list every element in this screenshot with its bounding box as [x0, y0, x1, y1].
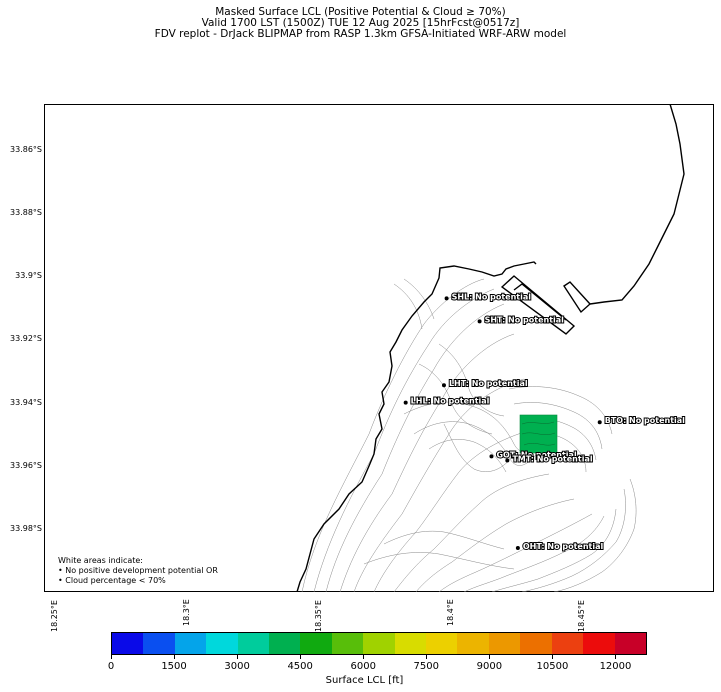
colorbar-segment [174, 633, 207, 654]
site-label-shl: SHL: No potential [452, 292, 532, 301]
colorbar-tick-mark [426, 655, 428, 659]
colorbar-tick-label: 7500 [413, 661, 440, 672]
colorbar-segment [269, 633, 301, 654]
colorbar-tick-mark [615, 655, 617, 659]
site-dot-lhl [403, 400, 408, 405]
y-label-33.92: 33.92°S [10, 334, 42, 343]
site-label-tmt: TMT: No potential [512, 454, 593, 463]
site-markers: SHL: No potential SHT: No potential LHT: N… [403, 291, 686, 552]
site-dot-shl [444, 296, 449, 301]
y-label-33.88: 33.88°S [10, 208, 42, 217]
coastline [296, 261, 537, 592]
colorbar-tick-label: 6000 [350, 661, 376, 672]
harbour-structures [500, 275, 591, 335]
site-dot-got [489, 454, 494, 459]
title-line-2: Valid 1700 LST (1500Z) TUE 12 Aug 2025 [… [201, 17, 520, 29]
site-label-got: GOT: No potential [496, 450, 576, 459]
site-label-oht: OHT: No potential [523, 542, 604, 551]
colorbar-tick-mark [552, 655, 554, 659]
y-label-33.86: 33.86°S [10, 145, 42, 154]
site-dot-oht [515, 545, 520, 550]
colorbar-segment [488, 633, 521, 654]
map-frame [44, 104, 714, 592]
x-label-18.4: 18.4°E [446, 599, 455, 626]
x-label-18.25: 18.25°E [50, 600, 59, 632]
colorbar-tick-label: 12000 [599, 661, 632, 672]
colorbar-segment [394, 633, 427, 654]
colorbar-segment [551, 633, 584, 654]
note-line-1: White areas indicate: [58, 556, 144, 565]
site-dot-lht [441, 383, 446, 388]
site-dot-tmt [505, 458, 510, 463]
colorbar-segment [143, 633, 175, 654]
y-label-33.94: 33.94°S [10, 398, 42, 407]
site-label-lhl: LHL: No potential [411, 397, 490, 406]
colorbar-segment [520, 633, 552, 654]
site-dot-bto [597, 420, 602, 425]
colorbar-segment [457, 633, 489, 654]
map-panel: SHL: No potential SHT: No potential LHT: N… [44, 104, 714, 592]
colorbar-segment [237, 633, 270, 654]
y-label-33.98: 33.98°S [10, 524, 42, 533]
colorbar [111, 632, 647, 655]
x-label-18.35: 18.35°E [314, 600, 323, 632]
colorbar-tick-mark [111, 655, 112, 659]
colorbar-segment [112, 633, 144, 654]
site-dot-sht [477, 319, 482, 324]
colorbar-tick-label: 9000 [476, 661, 503, 672]
colorbar-segment [583, 633, 615, 654]
y-label-33.9: 33.9°S [15, 271, 42, 280]
colorbar-label: Surface LCL [ft] [325, 675, 404, 686]
colorbar-segment [206, 633, 238, 654]
colorbar-tick-label: 4500 [287, 661, 313, 672]
site-label-lht: LHT: No potential [449, 379, 528, 388]
site-label-bto: BTO: No potential [605, 416, 685, 425]
x-label-18.45: 18.45°E [577, 600, 586, 632]
colorbar-tick-label: 10500 [536, 661, 569, 672]
colorbar-tick-mark [174, 655, 176, 659]
note-line-3: • Cloud percentage < 70% [58, 576, 166, 585]
colorbar-tick-mark [237, 655, 239, 659]
colorbar-tick-label: 3000 [224, 661, 250, 672]
y-label-33.96: 33.96°S [10, 461, 42, 470]
title-line-1: Masked Surface LCL (Positive Potential &… [215, 6, 506, 18]
title-line-3: FDV replot - DrJack BLIPMAP from RASP 1.… [154, 28, 567, 40]
site-label-sht: SHT: No potential [485, 315, 565, 324]
colorbar-segment [300, 633, 332, 654]
colorbar-tick-mark [300, 655, 302, 659]
x-label-18.3: 18.3°E [182, 599, 191, 626]
colorbar-tick-label: 1500 [161, 661, 187, 672]
colorbar-segment [614, 633, 646, 654]
colorbar-tick-mark [363, 655, 365, 659]
colorbar-segment [331, 633, 364, 654]
colorbar-segment [426, 633, 458, 654]
coastline-east [589, 104, 685, 305]
note-line-2: • No positive development potential OR [58, 566, 218, 575]
colorbar-tick-mark [489, 655, 491, 659]
colorbar-tick-label: 0 [107, 661, 115, 672]
lcl-patch-contours [521, 421, 556, 446]
colorbar-segment [363, 633, 395, 654]
